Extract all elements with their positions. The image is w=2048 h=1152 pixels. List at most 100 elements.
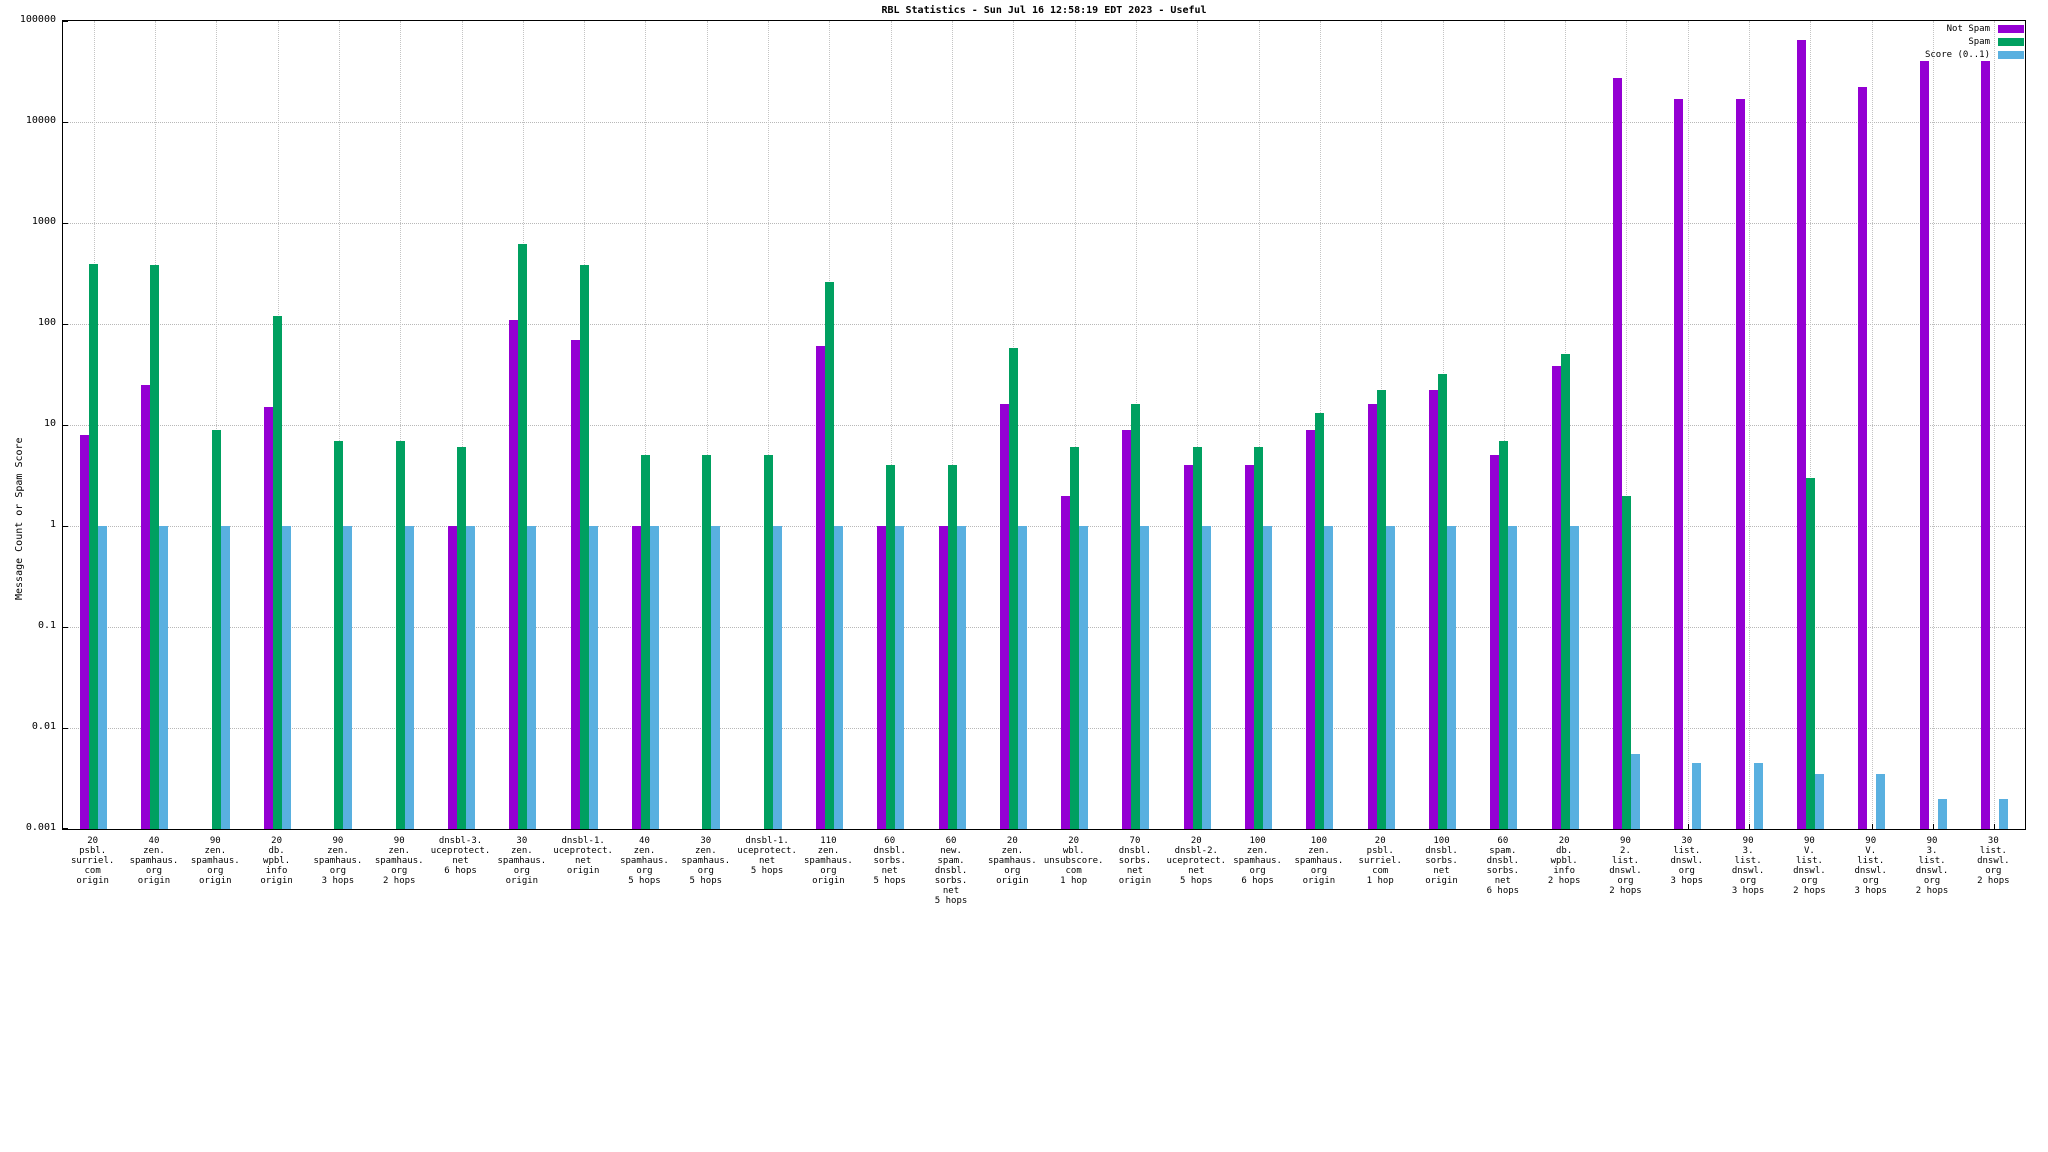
bar-score-0-1- xyxy=(1998,798,2008,829)
x-category-label: 20 dnsbl-2. uceprotect. net 5 hops xyxy=(1166,836,1227,886)
bar-score-0-1- xyxy=(588,526,598,829)
x-category-label: 70 dnsbl. sorbs. net origin xyxy=(1118,836,1152,886)
bar-not-spam xyxy=(1306,429,1316,829)
x-tick-mark xyxy=(1687,824,1689,829)
legend-label: Score (0..1) xyxy=(1924,50,1990,60)
x-category-label: dnsbl-3. uceprotect. net 6 hops xyxy=(430,836,491,876)
bar-score-0-1- xyxy=(466,526,476,829)
x-category-label: dnsbl-1. uceprotect. net origin xyxy=(553,836,613,876)
bar-score-0-1- xyxy=(711,526,721,829)
bar-score-0-1- xyxy=(220,526,230,829)
y-tick-label: 100 xyxy=(37,317,56,328)
bar-not-spam xyxy=(938,526,948,829)
y-tick-mark xyxy=(63,526,68,527)
y-gridline xyxy=(63,728,2025,729)
x-category-label: 100 zen. spamhaus. org 6 hops xyxy=(1233,836,1282,886)
bar-not-spam xyxy=(1245,465,1255,829)
y-tick-label: 100000 xyxy=(19,14,56,25)
legend: Not Spam Spam Score (0..1) xyxy=(1925,24,2024,60)
y-tick-mark xyxy=(63,627,68,628)
bar-not-spam xyxy=(1674,98,1684,829)
y-tick-label: 10 xyxy=(43,418,56,429)
bar-score-0-1- xyxy=(1263,526,1273,829)
bar-not-spam xyxy=(1980,61,1990,829)
y-tick-label: 0.1 xyxy=(37,620,56,631)
x-tick-mark xyxy=(1933,824,1935,829)
x-gridline xyxy=(1810,21,1812,829)
x-category-label: 90 zen. spamhaus. org 2 hops xyxy=(374,836,424,886)
y-tick-label: 1 xyxy=(49,519,56,530)
x-gridline xyxy=(1749,21,1751,829)
bar-score-0-1- xyxy=(649,526,659,829)
y-tick-mark xyxy=(63,728,68,729)
x-gridline xyxy=(706,21,708,829)
bar-not-spam xyxy=(448,526,458,829)
x-gridline xyxy=(1994,21,1996,829)
bar-score-0-1- xyxy=(833,526,843,829)
bar-spam xyxy=(518,243,528,829)
bar-spam xyxy=(640,455,650,829)
bar-score-0-1- xyxy=(895,526,905,829)
chart-title: RBL Statistics - Sun Jul 16 12:58:19 EDT… xyxy=(881,5,1207,16)
x-gridline xyxy=(1687,21,1689,829)
bar-score-0-1- xyxy=(98,526,108,829)
bar-score-0-1- xyxy=(1937,798,1947,829)
bar-score-0-1- xyxy=(1447,526,1457,829)
legend-label: Not Spam xyxy=(1946,24,1990,34)
y-tick-label: 0.001 xyxy=(25,822,56,833)
bar-score-0-1- xyxy=(1324,526,1334,829)
x-category-label: 20 wbl. unsubscore. com 1 hop xyxy=(1043,836,1104,886)
x-category-label: 20 psbl. surriel. com 1 hop xyxy=(1358,836,1402,886)
bar-spam xyxy=(886,465,896,829)
y-tick-mark xyxy=(63,425,68,426)
x-category-label: 30 zen. spamhaus. org origin xyxy=(497,836,547,886)
bar-spam xyxy=(1008,347,1018,829)
bar-score-0-1- xyxy=(1692,763,1702,829)
bar-score-0-1- xyxy=(1753,763,1763,829)
bar-spam xyxy=(1438,373,1448,829)
x-gridline xyxy=(1503,21,1505,829)
bar-spam xyxy=(579,265,589,829)
bar-spam xyxy=(1621,495,1631,829)
x-gridline xyxy=(1626,21,1628,829)
y-tick-mark xyxy=(63,223,68,224)
x-tick-mark xyxy=(1871,824,1873,829)
x-category-label: 20 psbl. surriel. com origin xyxy=(70,836,115,886)
x-category-label: 30 zen. spamhaus. org 5 hops xyxy=(681,836,731,886)
bar-not-spam xyxy=(877,526,887,829)
x-category-label: 90 3. list. dnswl. org 2 hops xyxy=(1915,836,1949,896)
bar-score-0-1- xyxy=(1017,526,1027,829)
x-gridline xyxy=(1197,21,1199,829)
x-gridline xyxy=(645,21,647,829)
x-gridline xyxy=(461,21,463,829)
bar-score-0-1- xyxy=(1569,526,1579,829)
bar-score-0-1- xyxy=(1508,526,1518,829)
bar-spam xyxy=(395,440,405,829)
legend-item: Not Spam xyxy=(1947,24,2024,34)
x-category-label: 20 db. wpbl. info 2 hops xyxy=(1547,836,1581,886)
y-gridline xyxy=(63,627,2025,628)
x-category-label: dnsbl-1. uceprotect. net 5 hops xyxy=(737,836,797,876)
legend-label: Spam xyxy=(1968,37,1990,47)
bar-score-0-1- xyxy=(1630,754,1640,829)
x-gridline xyxy=(890,21,892,829)
x-gridline xyxy=(400,21,402,829)
y-gridline xyxy=(63,324,2025,325)
bar-spam xyxy=(824,282,834,829)
x-gridline xyxy=(338,21,340,829)
x-gridline xyxy=(1933,21,1935,829)
x-category-label: 90 3. list. dnswl. org 3 hops xyxy=(1731,836,1765,896)
x-category-label: 30 list. dnswl. org 3 hops xyxy=(1670,836,1704,886)
bar-not-spam xyxy=(1490,455,1500,829)
x-category-label: 60 new. spam. dnsbl. sorbs. net 5 hops xyxy=(934,836,968,906)
bar-not-spam xyxy=(1796,39,1806,829)
y-tick-mark xyxy=(63,828,68,829)
bar-spam xyxy=(334,440,344,829)
bar-spam xyxy=(1499,440,1509,829)
bar-spam xyxy=(457,447,467,829)
x-gridline xyxy=(1074,21,1076,829)
bar-score-0-1- xyxy=(404,526,414,829)
bar-spam xyxy=(1070,447,1080,829)
bar-not-spam xyxy=(264,407,274,829)
x-category-label: 40 zen. spamhaus. org 5 hops xyxy=(620,836,669,886)
